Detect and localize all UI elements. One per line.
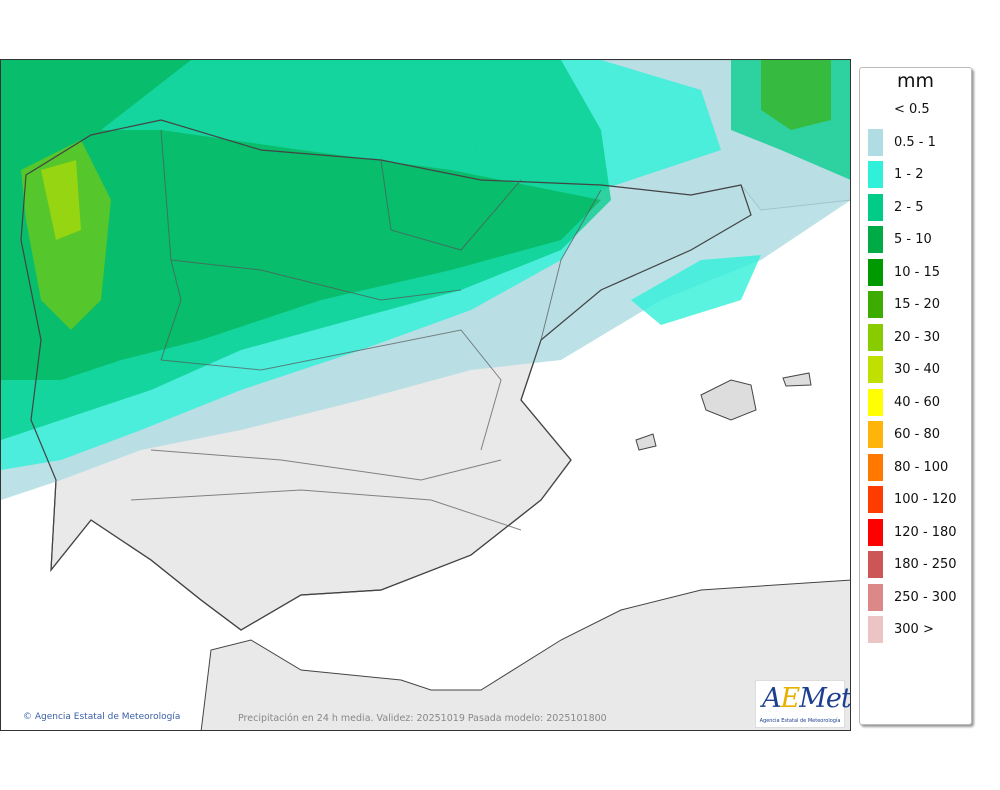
land-ibiza <box>635 433 657 451</box>
legend-item: 300 > <box>864 616 964 644</box>
legend-swatch <box>868 551 883 578</box>
legend-item: 120 - 180 <box>864 518 964 547</box>
legend-swatch <box>868 291 883 318</box>
legend-label: 15 - 20 <box>894 297 941 312</box>
legend-item: 80 - 100 <box>864 453 964 482</box>
legend-label: 60 - 80 <box>894 427 941 442</box>
legend-swatch <box>868 193 883 221</box>
legend-swatch <box>868 128 883 156</box>
legend-swatch <box>868 323 883 351</box>
map-canvas <box>1 60 850 730</box>
legend-swatch <box>868 453 883 481</box>
legend-swatch <box>868 226 883 253</box>
legend-item: 20 - 30 <box>864 323 964 352</box>
precip-1-2-catalonia <box>631 255 761 325</box>
legend-item: 5 - 10 <box>864 226 964 254</box>
legend-swatch <box>868 161 883 188</box>
legend-swatch <box>868 616 883 643</box>
legend-swatch <box>868 356 883 383</box>
legend-label: 250 - 300 <box>894 589 957 605</box>
legend-item: 100 - 120 <box>864 486 964 514</box>
legend-item: 40 - 60 <box>864 388 964 417</box>
legend-label: < 0.5 <box>894 102 930 117</box>
legend-label: 100 - 120 <box>894 492 957 507</box>
precipitation-legend: mm < 0.5 0.5 - 1 1 - 2 2 - 5 5 - 10 10 - 15 15… <box>859 67 972 725</box>
copyright-credit[interactable]: © Agencia Estatal de Meteorología <box>23 712 181 722</box>
legend-label: 40 - 60 <box>894 394 941 410</box>
map-caption: Precipitación en 24 h media. Validez: 20… <box>238 713 607 724</box>
legend-item: 180 - 250 <box>864 551 964 579</box>
legend-swatch <box>868 583 883 611</box>
legend-label: 300 > <box>894 622 934 637</box>
precip-5-10 <box>1 60 601 380</box>
legend-item: 2 - 5 <box>864 193 964 222</box>
legend-label: 2 - 5 <box>894 199 924 215</box>
legend-swatch <box>868 258 883 286</box>
precip-5-10-ne <box>761 60 831 130</box>
legend-swatch <box>868 486 883 513</box>
land-africa <box>200 579 850 730</box>
precipitation-map[interactable]: © Agencia Estatal de Meteorología Precip… <box>0 59 851 731</box>
legend-item: 60 - 80 <box>864 421 964 449</box>
region-borders <box>130 129 602 531</box>
legend-label: 80 - 100 <box>894 459 949 475</box>
legend-label: 180 - 250 <box>894 557 957 572</box>
legend-unit: mm <box>896 70 935 92</box>
legend-item: 10 - 15 <box>864 258 964 287</box>
legend-item: 15 - 20 <box>864 291 964 319</box>
legend-label: 5 - 10 <box>894 232 932 247</box>
land-mallorca <box>700 379 757 421</box>
aemet-logo: AEMet Agencia Estatal de Meteorología <box>755 680 850 728</box>
legend-item: < 0.5 <box>864 96 964 124</box>
legend-label: 0.5 - 1 <box>894 134 936 150</box>
legend-item: 0.5 - 1 <box>864 128 964 157</box>
land-menorca <box>782 372 812 387</box>
legend-swatch <box>868 421 883 448</box>
legend-item: 250 - 300 <box>864 583 964 612</box>
legend-swatch <box>868 388 883 416</box>
legend-item: 30 - 40 <box>864 356 964 384</box>
legend-label: 1 - 2 <box>894 167 924 182</box>
legend-label: 120 - 180 <box>894 524 957 540</box>
legend-label: 10 - 15 <box>894 264 941 280</box>
legend-label: 20 - 30 <box>894 329 941 345</box>
legend-label: 30 - 40 <box>894 362 941 377</box>
precip-20-30-galicia <box>41 160 81 240</box>
legend-item: 1 - 2 <box>864 161 964 189</box>
legend-swatch <box>868 518 883 546</box>
